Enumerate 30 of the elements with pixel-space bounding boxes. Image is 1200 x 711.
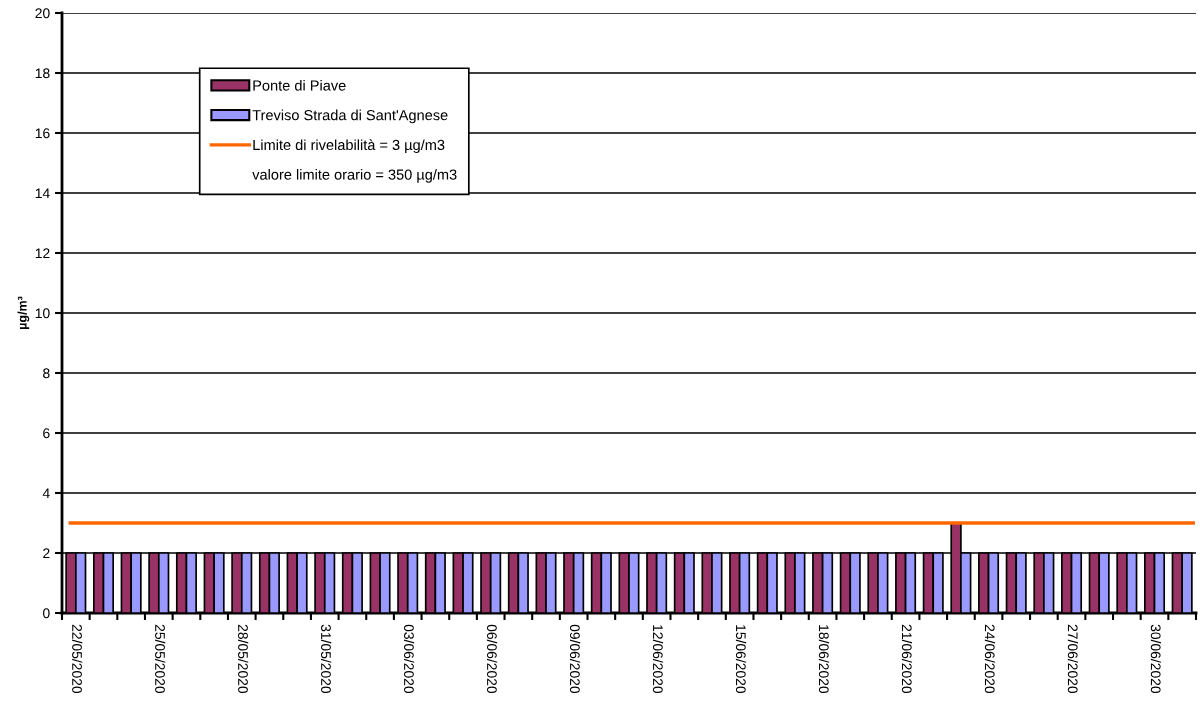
x-tick-label: 27/06/2020 — [1067, 624, 1079, 694]
y-axis-title: µg/m³ — [17, 296, 30, 329]
y-tick-label: 8 — [43, 368, 50, 379]
x-tick-label: 30/06/2020 — [1150, 624, 1161, 694]
y-tick-label: 4 — [42, 488, 50, 499]
annotation: valore limite orario = 350 µg/m3 — [252, 169, 457, 183]
x-tick-label: 31/05/2020 — [321, 624, 332, 694]
y-tick-label: 10 — [35, 308, 50, 319]
y-tick-label: 2 — [43, 548, 50, 559]
x-tick-label: 25/05/2020 — [155, 624, 166, 694]
x-tick-label: 03/06/2020 — [404, 624, 415, 694]
x-tick-label: 09/06/2020 — [569, 624, 581, 694]
x-tick-label: 15/06/2020 — [735, 625, 747, 694]
x-tick-label: 18/06/2020 — [818, 625, 830, 694]
legend-label: Limite di rivelabilità = 3 µg/m3 — [253, 139, 445, 153]
x-tick-label: 28/05/2020 — [238, 624, 249, 694]
legend-label: Treviso Strada di Sant'Agnese — [252, 109, 448, 124]
y-tick-label: 0 — [43, 608, 50, 619]
x-tick-label: 12/06/2020 — [652, 625, 664, 694]
legend-label: Ponte di Piave — [253, 79, 346, 91]
x-tick-label: 22/05/2020 — [72, 624, 83, 694]
x-tick-label: 24/06/2020 — [984, 624, 996, 694]
y-tick-label: 20 — [35, 8, 50, 19]
y-tick-label: 18 — [35, 68, 50, 79]
x-tick-label: 06/06/2020 — [486, 624, 498, 694]
y-tick-label: 12 — [35, 248, 50, 259]
y-tick-label: 14 — [35, 188, 50, 199]
x-tick-label: 21/06/2020 — [901, 624, 913, 694]
y-tick-label: 6 — [43, 428, 50, 439]
y-tick-label: 16 — [35, 128, 50, 139]
